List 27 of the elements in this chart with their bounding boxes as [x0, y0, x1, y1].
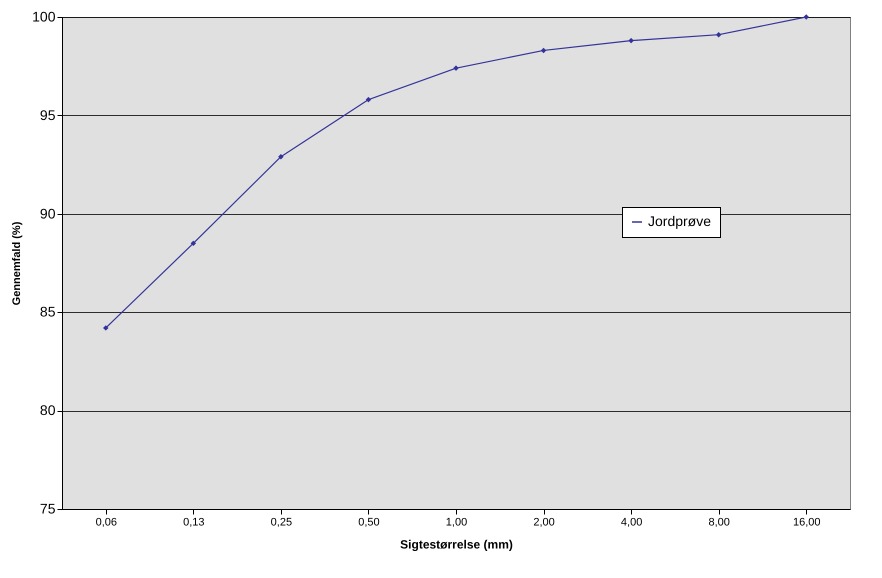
point [803, 14, 809, 20]
point [190, 240, 196, 246]
y-tick-label: 95 [40, 106, 56, 123]
y-tick-label: 75 [40, 500, 56, 516]
y-tick-label: 90 [40, 205, 56, 222]
x-tick-label: 0,25 [270, 516, 292, 528]
y-tick-label: 80 [40, 402, 56, 418]
point [628, 38, 634, 44]
y-tick-label: 85 [40, 304, 56, 320]
x-tick-label: 2,00 [533, 516, 555, 528]
point [716, 32, 722, 38]
point [540, 48, 546, 54]
x-tick-label: 0,50 [358, 516, 380, 528]
y-axis-title: Gennemfald (%) [11, 221, 24, 306]
x-tick-label: 16,00 [792, 516, 820, 528]
point [453, 65, 459, 71]
x-tick-label: 8,00 [708, 516, 730, 528]
y-tick-label: 100 [32, 8, 56, 24]
point [278, 154, 284, 160]
point [103, 325, 109, 331]
x-tick-label: 0,13 [183, 516, 205, 528]
x-axis-title: Sigtestørrelse (mm) [400, 538, 513, 552]
x-tick-label: 1,00 [446, 516, 468, 528]
point [366, 96, 372, 102]
legend-label: Jordprøve [648, 213, 712, 229]
x-tick-label: 4,00 [620, 516, 642, 528]
x-tick-label: 0,06 [96, 516, 117, 528]
